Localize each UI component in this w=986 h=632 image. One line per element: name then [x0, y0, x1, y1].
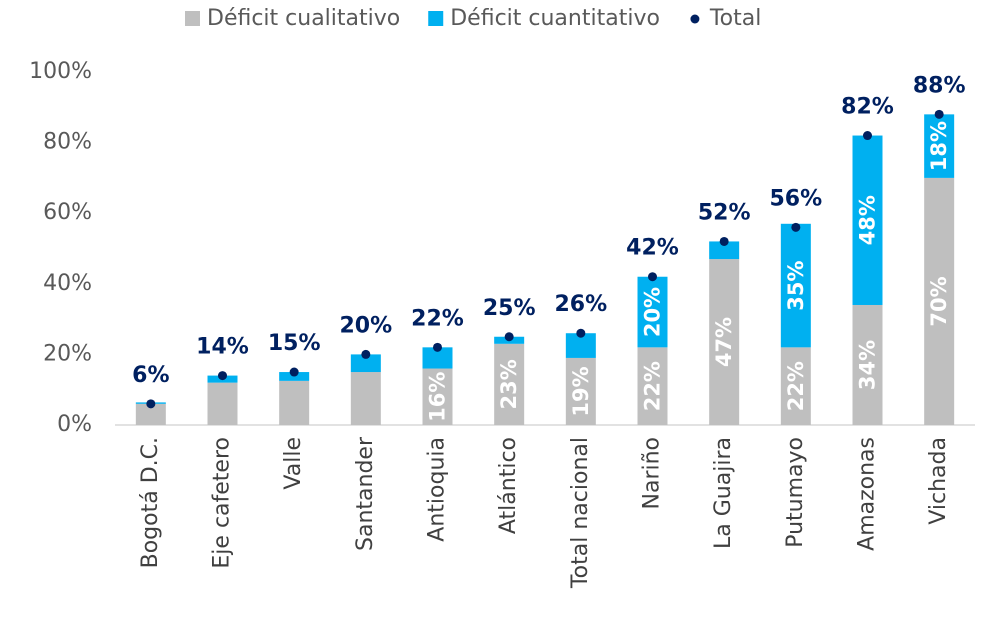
total-label: 6%: [132, 363, 169, 388]
bar-segment: [780, 347, 811, 425]
bar-segment: [350, 354, 381, 373]
total-label: 26%: [554, 292, 607, 317]
total-label: 20%: [339, 313, 392, 338]
x-tick-label: Santander: [353, 436, 378, 551]
x-tick-label: Eje cafetero: [210, 437, 235, 569]
total-dot: [791, 222, 801, 232]
bar-segment: [494, 343, 525, 425]
y-tick-label: 20%: [43, 341, 92, 366]
x-tick-label: Atlántico: [496, 437, 521, 534]
bar-segment: [637, 347, 668, 425]
bar-segment: [422, 368, 453, 425]
total-label: 22%: [411, 306, 464, 331]
x-tick-label: Nariño: [640, 437, 665, 510]
total-label: 25%: [483, 296, 536, 321]
bar-label: 47%: [712, 317, 736, 367]
total-dot: [648, 272, 657, 282]
bar-segment: [924, 177, 955, 425]
bar-segment: [207, 382, 238, 425]
y-tick-label: 100%: [29, 59, 92, 84]
total-dot: [289, 367, 299, 377]
total-dot: [433, 342, 442, 352]
bar-label: 23%: [497, 359, 521, 409]
bar-segment: [422, 347, 453, 369]
total-dot: [504, 332, 514, 342]
total-dot: [146, 399, 156, 409]
legend-marker: [185, 11, 200, 26]
total-label: 14%: [196, 335, 249, 360]
total-label: 15%: [268, 331, 321, 356]
x-tick-label: Total nacional: [568, 437, 593, 589]
bar-segment: [709, 241, 740, 260]
bar-label: 22%: [784, 361, 808, 411]
total-dot: [934, 109, 944, 119]
x-tick-label: Bogotá D.C.: [138, 437, 163, 568]
total-dot: [719, 236, 729, 246]
legend-label: Déficit cualitativo: [207, 6, 400, 31]
legend-label: Total: [709, 6, 761, 31]
legend-label: Déficit cuantitativo: [450, 6, 660, 31]
total-dot: [361, 349, 371, 359]
legend-marker: [428, 11, 444, 26]
y-tick-label: 40%: [43, 271, 92, 296]
total-label: 52%: [698, 200, 751, 225]
bar-segment: [780, 223, 811, 348]
x-tick-label: Antioquia: [425, 437, 450, 542]
bar-segment: [350, 372, 381, 425]
total-label: 42%: [626, 236, 679, 261]
bar-label: 20%: [641, 287, 665, 337]
y-tick-label: 60%: [43, 200, 92, 225]
x-tick-label: Valle: [281, 437, 306, 490]
bar-label: 48%: [856, 195, 880, 245]
total-dot: [218, 371, 227, 381]
bar-segment: [924, 114, 955, 178]
bar-label: 22%: [641, 361, 665, 411]
x-tick-label: Putumayo: [783, 437, 808, 548]
bar-label: 16%: [426, 372, 450, 422]
bar-label: 19%: [569, 366, 593, 416]
bar-segment: [709, 259, 740, 425]
bar-label: 18%: [927, 121, 951, 171]
y-tick-label: 0%: [57, 412, 92, 437]
total-label: 88%: [913, 73, 966, 98]
total-dot: [863, 131, 872, 141]
bar-segment: [565, 357, 596, 425]
x-tick-label: Amazonas: [855, 437, 880, 551]
bar-segment: [135, 403, 166, 425]
total-label: 56%: [769, 186, 822, 211]
legend-marker: [690, 14, 700, 24]
total-label: 82%: [841, 95, 894, 120]
x-tick-label: Vichada: [926, 437, 951, 525]
bar-segment: [637, 276, 668, 348]
bar-label: 35%: [784, 260, 808, 310]
x-tick-label: La Guajira: [711, 437, 736, 549]
bar-segment: [852, 135, 883, 305]
y-tick-label: 80%: [43, 130, 92, 155]
bar-segment: [852, 304, 883, 425]
total-dot: [576, 328, 586, 338]
bar-segment: [279, 380, 310, 425]
bar-label: 70%: [927, 276, 951, 326]
bar-label: 34%: [856, 340, 880, 390]
